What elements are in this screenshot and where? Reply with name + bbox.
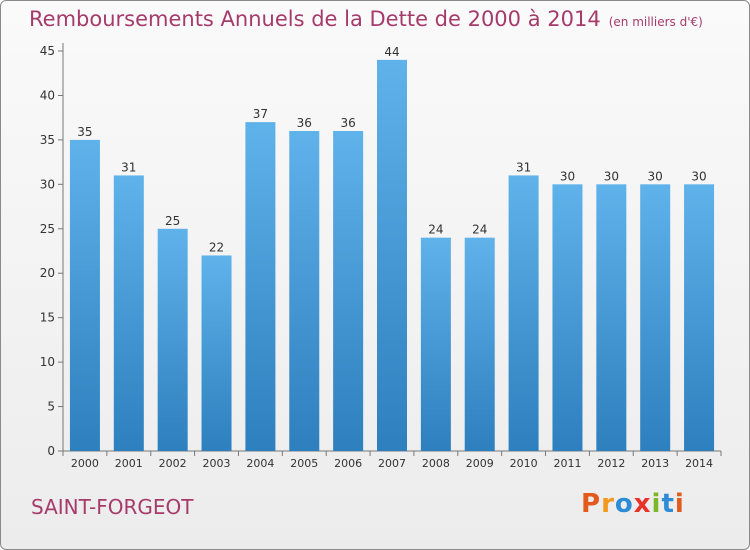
- bar-value-label: 36: [340, 116, 355, 130]
- x-tick-label: 2001: [115, 457, 143, 470]
- logo-letter: x: [633, 489, 652, 519]
- logo-letter: r: [601, 489, 615, 519]
- bar-value-label: 30: [560, 169, 575, 183]
- y-tick-label: 10: [40, 355, 55, 369]
- bar-value-label: 31: [516, 160, 531, 174]
- y-tick-label: 25: [40, 222, 55, 236]
- y-tick-label: 35: [40, 133, 55, 147]
- bar: [420, 237, 451, 451]
- unit-label: (en milliers d'€): [608, 15, 703, 29]
- y-tick-label: 40: [40, 88, 55, 102]
- x-tick-label: 2005: [290, 457, 318, 470]
- bar-value-label: 44: [384, 45, 399, 59]
- x-tick-label: 2012: [597, 457, 625, 470]
- x-tick-label: 2010: [510, 457, 538, 470]
- logo-letter: i: [651, 489, 662, 519]
- y-tick-label: 20: [40, 266, 55, 280]
- x-tick-label: 2013: [641, 457, 669, 470]
- bar-value-label: 25: [165, 214, 180, 228]
- chart-title: Remboursements Annuels de la Dette de 20…: [29, 7, 703, 31]
- bar: [640, 184, 671, 452]
- bar: [464, 237, 495, 451]
- bar-value-label: 30: [691, 169, 706, 183]
- x-tick-label: 2014: [685, 457, 713, 470]
- x-tick-label: 2008: [422, 457, 450, 470]
- y-tick-label: 30: [40, 177, 55, 191]
- title-text: Remboursements Annuels de la Dette de 20…: [29, 7, 601, 31]
- y-tick-label: 15: [40, 311, 55, 325]
- town-name: SAINT-FORGEOT: [31, 495, 194, 519]
- bar: [245, 122, 276, 451]
- x-tick-label: 2003: [203, 457, 231, 470]
- bar-value-label: 35: [77, 125, 92, 139]
- bar: [157, 228, 188, 451]
- y-tick-label: 0: [47, 444, 55, 458]
- bar: [289, 131, 320, 451]
- bar-value-label: 24: [428, 223, 443, 237]
- x-tick-label: 2007: [378, 457, 406, 470]
- bar: [596, 184, 627, 452]
- bar-value-label: 30: [604, 169, 619, 183]
- x-tick-label: 2009: [466, 457, 494, 470]
- y-tick-label: 5: [47, 400, 55, 414]
- logo-letter: t: [661, 489, 675, 519]
- logo-letter: P: [581, 489, 602, 519]
- logo-letter: o: [614, 489, 634, 519]
- bar: [377, 59, 407, 452]
- bar: [333, 131, 364, 451]
- x-tick-label: 2011: [553, 457, 581, 470]
- bar-value-label: 31: [121, 160, 136, 174]
- x-tick-label: 2002: [159, 457, 187, 470]
- bar-value-label: 30: [648, 169, 663, 183]
- bar: [69, 139, 100, 451]
- x-tick-label: 2004: [246, 457, 274, 470]
- bar-chart: 0 5 10 15 20 25 30 35 40 45 2000 2001 2002 2003 2004 20…: [40, 43, 722, 470]
- bar: [113, 175, 144, 451]
- bar-value-label: 22: [209, 240, 224, 254]
- bar-value-label: 37: [253, 107, 268, 121]
- logo-letter: i: [674, 489, 685, 519]
- x-tick-label: 2000: [71, 457, 99, 470]
- proxiti-logo: Proxiti: [581, 489, 685, 519]
- x-tick-label: 2006: [334, 457, 362, 470]
- y-tick-label: 45: [40, 44, 55, 58]
- bar: [552, 184, 583, 452]
- bar: [508, 175, 539, 451]
- bar-value-label: 24: [472, 223, 487, 237]
- bar: [684, 184, 715, 452]
- bar-value-label: 36: [297, 116, 312, 130]
- bar: [201, 255, 232, 451]
